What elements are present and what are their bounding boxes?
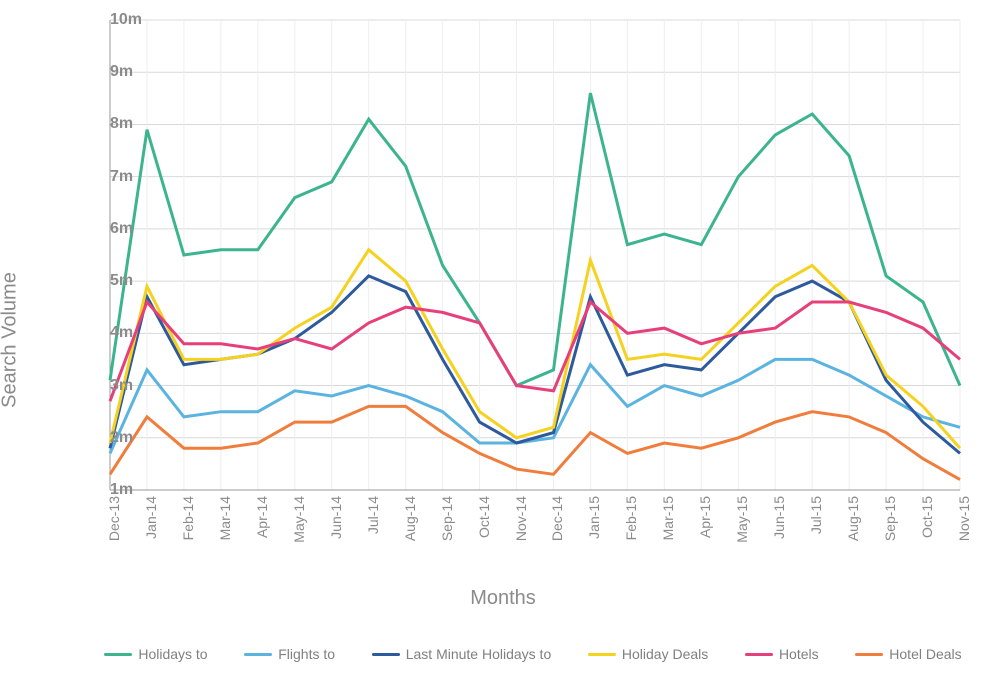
x-tick-label: Jul-15: [808, 496, 824, 534]
legend-item: Hotel Deals: [855, 646, 961, 662]
x-tick-label: Nov-15: [956, 496, 972, 541]
legend-item: Last Minute Holidays to: [372, 646, 552, 662]
legend: Holidays to Flights to Last Minute Holiday…: [100, 646, 966, 662]
legend-label: Hotels: [779, 646, 819, 662]
x-tick-label: Jun-15: [771, 496, 787, 539]
legend-label: Holidays to: [138, 646, 207, 662]
series-hotels: [110, 302, 960, 401]
legend-label: Hotel Deals: [889, 646, 961, 662]
series-holidays-to: [110, 93, 960, 386]
legend-swatch: [372, 653, 400, 656]
plot-area: 1m2m3m4m5m6m7m8m9m10mDec-13Jan-14Feb-14M…: [110, 20, 960, 490]
x-tick-label: Feb-14: [180, 496, 196, 540]
x-tick-label: May-14: [291, 496, 307, 543]
x-tick-label: Aug-15: [845, 496, 861, 541]
x-tick-label: Aug-14: [402, 496, 418, 541]
legend-label: Flights to: [278, 646, 335, 662]
x-tick-label: Mar-14: [217, 496, 233, 540]
x-tick-label: Jul-14: [365, 496, 381, 534]
x-tick-label: Apr-15: [697, 496, 713, 538]
legend-item: Hotels: [745, 646, 819, 662]
line-chart: Search Volume Months 1m2m3m4m5m6m7m8m9m1…: [0, 0, 1006, 680]
x-tick-label: Dec-14: [549, 496, 565, 541]
legend-label: Last Minute Holidays to: [406, 646, 552, 662]
x-tick-label: Nov-14: [513, 496, 529, 541]
x-tick-label: Mar-15: [660, 496, 676, 540]
x-tick-label: Feb-15: [623, 496, 639, 540]
x-tick-label: Jan-14: [143, 496, 159, 539]
x-tick-label: Apr-14: [254, 496, 270, 538]
x-tick-label: Jan-15: [586, 496, 602, 539]
x-tick-label: Sep-15: [882, 496, 898, 541]
legend-swatch: [244, 653, 272, 656]
x-tick-label: Dec-13: [106, 496, 122, 541]
legend-item: Holiday Deals: [588, 646, 708, 662]
x-tick-label: Oct-14: [476, 496, 492, 538]
x-tick-label: May-15: [734, 496, 750, 543]
legend-swatch: [104, 653, 132, 656]
x-tick-label: Oct-15: [919, 496, 935, 538]
legend-item: Holidays to: [104, 646, 207, 662]
x-tick-label: Jun-14: [328, 496, 344, 539]
legend-swatch: [745, 653, 773, 656]
x-axis-label: Months: [470, 587, 536, 610]
plot-svg: [110, 20, 960, 490]
legend-swatch: [855, 653, 883, 656]
series-hotel-deals: [110, 406, 960, 479]
x-tick-label: Sep-14: [439, 496, 455, 541]
series-holiday-deals: [110, 250, 960, 448]
legend-label: Holiday Deals: [622, 646, 708, 662]
y-axis-label: Search Volume: [0, 272, 22, 408]
legend-swatch: [588, 653, 616, 656]
legend-item: Flights to: [244, 646, 335, 662]
